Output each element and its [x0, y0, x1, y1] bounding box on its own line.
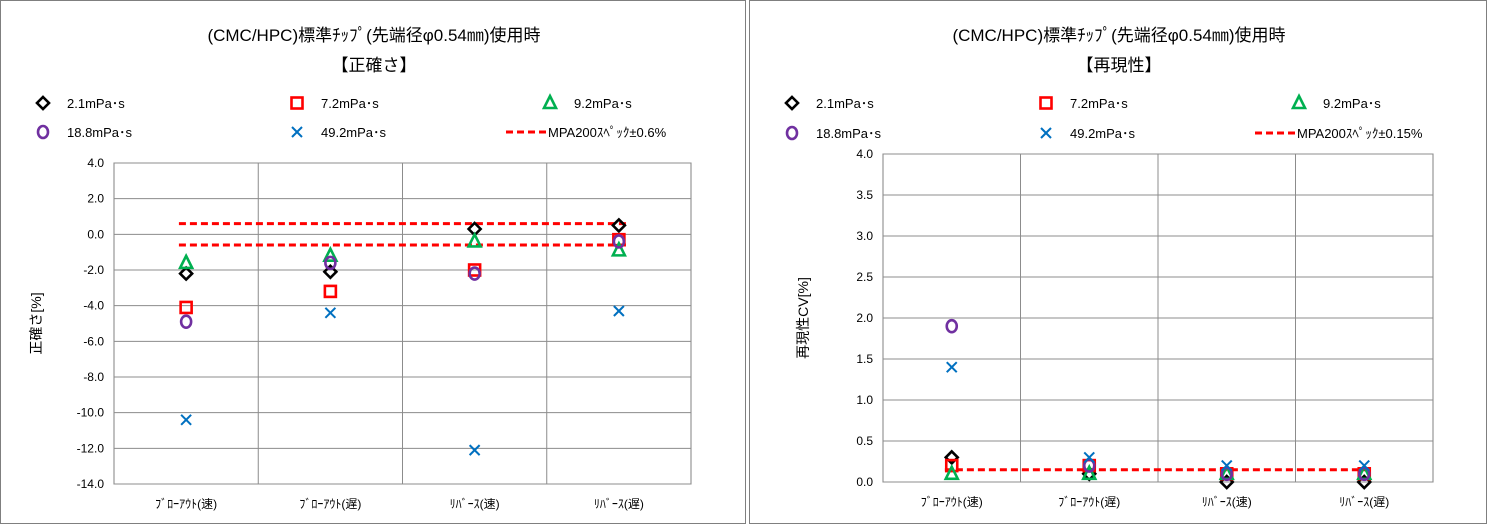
- repeatability-ytick-label-7: 0.5: [856, 434, 873, 448]
- repeatability-point-s4-c3: [1358, 459, 1370, 472]
- accuracy-point-s2-c2: [466, 231, 483, 248]
- repeatability-ytick-label-2: 3.0: [856, 229, 873, 243]
- repeatability-legend-marker-2: [1290, 93, 1308, 110]
- accuracy-point-s3-c1: [324, 255, 337, 271]
- accuracy-ytick-label-0: 4.0: [87, 156, 104, 170]
- accuracy-y-axis-label: 正確さ[%]: [28, 292, 44, 354]
- repeatability-xtick-label-0: ﾌﾞﾛｰｱｳﾄ(速): [921, 495, 983, 509]
- repeatability-xtick-label-1: ﾌﾞﾛｰｱｳﾄ(遅): [1058, 495, 1120, 509]
- accuracy-point-s4-c0: [180, 414, 192, 426]
- repeatability-ytick-label-1: 3.5: [856, 188, 873, 202]
- repeatability-legend-label-4: 49.2mPa･s: [1070, 126, 1136, 141]
- repeatability-point-s2-c0: [943, 463, 960, 481]
- accuracy-point-s4-c1: [324, 307, 337, 319]
- accuracy-xtick-label-3: ﾘﾊﾞｰｽ(遅): [594, 497, 644, 511]
- accuracy-xtick-label-0: ﾌﾞﾛｰｱｳﾄ(速): [155, 497, 217, 511]
- accuracy-ytick-label-6: -8.0: [83, 370, 104, 384]
- accuracy-legend-label-3: 18.8mPa･s: [67, 125, 133, 140]
- repeatability-chart-panel: (CMC/HPC)標準ﾁｯﾌﾟ(先端径φ0.54㎜)使用時 【再現性】 2.1mPa…: [749, 0, 1487, 524]
- repeatability-point-s4-c1: [1083, 451, 1095, 464]
- accuracy-ytick-label-8: -12.0: [77, 441, 105, 455]
- accuracy-ytick-label-7: -10.0: [77, 406, 105, 420]
- accuracy-point-s4-c3: [613, 305, 625, 317]
- accuracy-chart-subtitle: 【正確さ】: [332, 56, 417, 75]
- accuracy-ytick-label-3: -2.0: [83, 263, 104, 277]
- accuracy-legend-spec-label: MPA200ｽﾍﾟｯｸ±0.6%: [548, 125, 667, 140]
- repeatability-legend-label-1: 7.2mPa･s: [1070, 96, 1128, 111]
- repeatability-ytick-label-3: 2.5: [856, 270, 873, 284]
- repeatability-legend-label-0: 2.1mPa･s: [816, 96, 874, 111]
- repeatability-legend-label-2: 9.2mPa･s: [1323, 96, 1381, 111]
- repeatability-legend-marker-1: [1039, 96, 1053, 110]
- accuracy-point-s1-c0: [179, 300, 193, 315]
- accuracy-xtick-label-2: ﾘﾊﾞｰｽ(速): [450, 497, 500, 511]
- repeatability-xtick-label-3: ﾘﾊﾞｰｽ(遅): [1339, 495, 1389, 509]
- accuracy-legend-label-2: 9.2mPa･s: [574, 96, 632, 111]
- accuracy-ytick-label-9: -14.0: [77, 477, 105, 491]
- accuracy-ytick-label-2: 0.0: [87, 227, 104, 241]
- accuracy-legend-label-1: 7.2mPa･s: [321, 96, 379, 111]
- accuracy-legend-marker-4: [291, 126, 303, 138]
- accuracy-point-s2-c1: [322, 245, 339, 263]
- accuracy-point-s3-c3: [612, 234, 626, 249]
- accuracy-legend-marker-0: [35, 95, 51, 111]
- repeatability-legend-marker-3: [785, 125, 799, 141]
- repeatability-legend-spec-label: MPA200ｽﾍﾟｯｸ±0.15%: [1297, 126, 1423, 141]
- repeatability-ytick-label-8: 0.0: [856, 475, 873, 489]
- repeatability-legend-label-3: 18.8mPa･s: [816, 126, 882, 141]
- accuracy-legend-marker-3: [36, 124, 50, 140]
- repeatability-ytick-label-4: 2.0: [856, 311, 873, 325]
- accuracy-chart-title: (CMC/HPC)標準ﾁｯﾌﾟ(先端径φ0.54㎜)使用時: [207, 25, 540, 45]
- repeatability-point-s1-c0: [944, 458, 959, 473]
- repeatability-chart-subtitle: 【再現性】: [1077, 56, 1162, 75]
- repeatability-ytick-label-6: 1.0: [856, 393, 873, 407]
- repeatability-point-s3-c3: [1357, 466, 1371, 482]
- repeatability-point-s3-c0: [945, 318, 959, 334]
- repeatability-chart-title: (CMC/HPC)標準ﾁｯﾌﾟ(先端径φ0.54㎜)使用時: [952, 25, 1285, 45]
- repeatability-point-s0-c0: [943, 449, 960, 466]
- repeatability-chart: (CMC/HPC)標準ﾁｯﾌﾟ(先端径φ0.54㎜)使用時【再現性】 2.1mPa…: [784, 25, 1434, 509]
- accuracy-point-s2-c3: [610, 240, 627, 257]
- repeatability-point-s4-c2: [1221, 459, 1233, 472]
- repeatability-y-axis-label: 再現性CV[%]: [795, 277, 811, 359]
- accuracy-point-s4-c2: [468, 444, 481, 456]
- accuracy-point-s2-c0: [178, 252, 195, 270]
- accuracy-point-s0-c1: [322, 263, 339, 280]
- accuracy-point-s3-c2: [468, 266, 481, 281]
- repeatability-point-s4-c0: [946, 361, 958, 373]
- accuracy-legend-marker-2: [541, 93, 559, 110]
- repeatability-ytick-label-5: 1.5: [856, 352, 873, 366]
- repeatability-legend-marker-0: [784, 95, 800, 111]
- accuracy-chart: (CMC/HPC)標準ﾁｯﾌﾟ(先端径φ0.54㎜)使用時【正確さ】 2.1mPa…: [28, 25, 692, 511]
- repeatability-xtick-label-2: ﾘﾊﾞｰｽ(速): [1202, 495, 1252, 509]
- accuracy-xtick-label-1: ﾌﾞﾛｰｱｳﾄ(遅): [299, 497, 361, 511]
- accuracy-point-s0-c3: [611, 217, 627, 234]
- repeatability-point-s3-c2: [1220, 466, 1234, 482]
- accuracy-legend-marker-1: [290, 96, 304, 110]
- accuracy-legend-label-0: 2.1mPa･s: [67, 96, 125, 111]
- accuracy-point-s3-c0: [179, 314, 193, 330]
- repeatability-point-s3-c1: [1082, 458, 1096, 473]
- accuracy-ytick-label-5: -6.0: [83, 334, 104, 348]
- repeatability-legend-marker-4: [1040, 127, 1052, 139]
- repeatability-ytick-label-0: 4.0: [856, 147, 873, 161]
- accuracy-legend-label-4: 49.2mPa･s: [321, 125, 387, 140]
- accuracy-chart-panel: (CMC/HPC)標準ﾁｯﾌﾟ(先端径φ0.54㎜)使用時 【正確さ】 2.1mPa…: [0, 0, 746, 524]
- accuracy-ytick-label-1: 2.0: [87, 192, 104, 206]
- repeatability-point-s2-c1: [1081, 463, 1098, 481]
- accuracy-point-s1-c1: [323, 284, 338, 299]
- accuracy-point-s0-c0: [178, 265, 194, 282]
- accuracy-ytick-label-4: -4.0: [83, 299, 104, 313]
